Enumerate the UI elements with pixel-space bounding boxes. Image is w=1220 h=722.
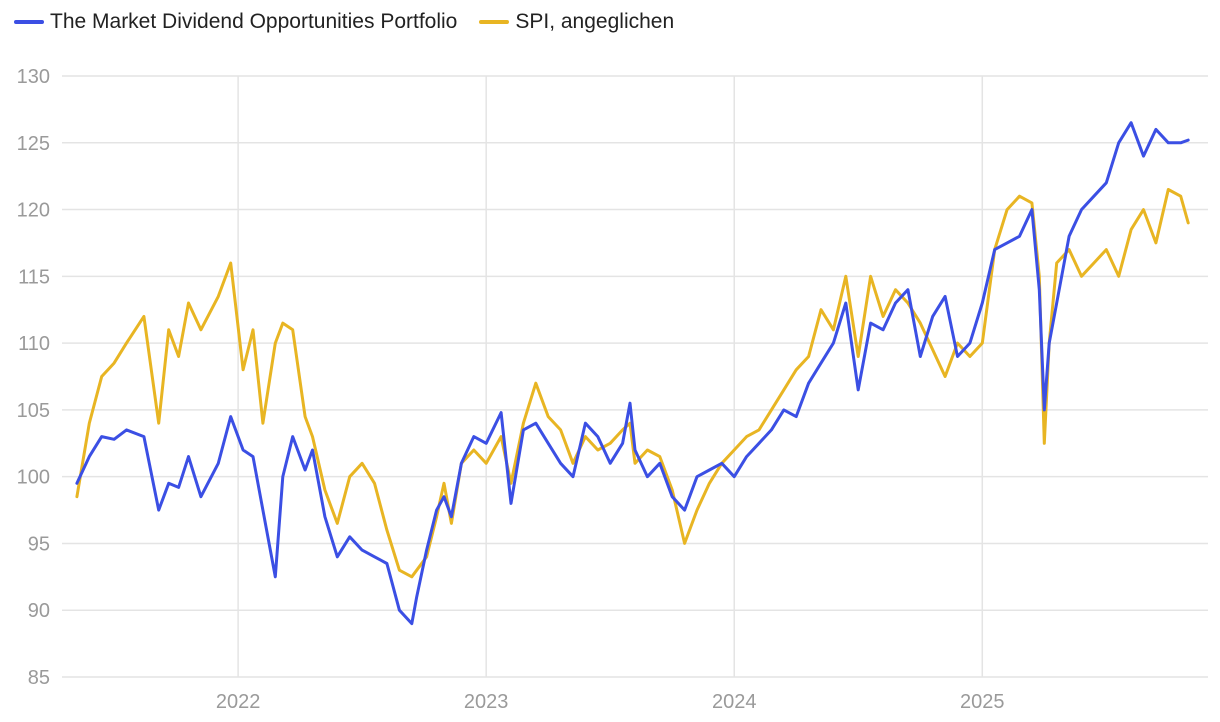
- x-tick-label-2025: 2025: [960, 691, 1005, 713]
- y-tick-label-110: 110: [18, 333, 50, 355]
- x-tick-label-2022: 2022: [216, 691, 261, 713]
- y-tick-label-130: 130: [17, 66, 50, 88]
- y-tick-label-125: 125: [17, 133, 50, 155]
- x-tick-label-2024: 2024: [712, 691, 757, 713]
- legend-swatch-portfolio: [14, 20, 44, 24]
- y-tick-label-85: 85: [28, 667, 50, 689]
- y-tick-label-95: 95: [28, 533, 50, 555]
- series-lines: [75, 121, 1190, 626]
- grid-lines: [62, 75, 1208, 678]
- legend-item-spi[interactable]: SPI, angeglichen: [479, 10, 674, 34]
- y-tick-label-90: 90: [28, 600, 50, 622]
- chart-legend: The Market Dividend Opportunities Portfo…: [14, 10, 674, 34]
- legend-item-portfolio[interactable]: The Market Dividend Opportunities Portfo…: [14, 10, 457, 34]
- y-tick-label-120: 120: [17, 200, 50, 222]
- y-tick-label-100: 100: [17, 467, 50, 489]
- series-line-portfolio: [75, 121, 1190, 626]
- y-tick-label-115: 115: [18, 266, 50, 288]
- y-tick-label-105: 105: [17, 400, 50, 422]
- x-tick-label-2023: 2023: [464, 691, 509, 713]
- axis-labels: 85 90 95 100 105 110 115 120 125 130 2022 2023 2024 2…: [17, 66, 1005, 713]
- legend-swatch-spi: [479, 20, 510, 24]
- legend-label-spi: SPI, angeglichen: [515, 10, 675, 33]
- series-line-spi: [75, 188, 1190, 579]
- legend-label-portfolio: The Market Dividend Opportunities Portfo…: [50, 10, 458, 33]
